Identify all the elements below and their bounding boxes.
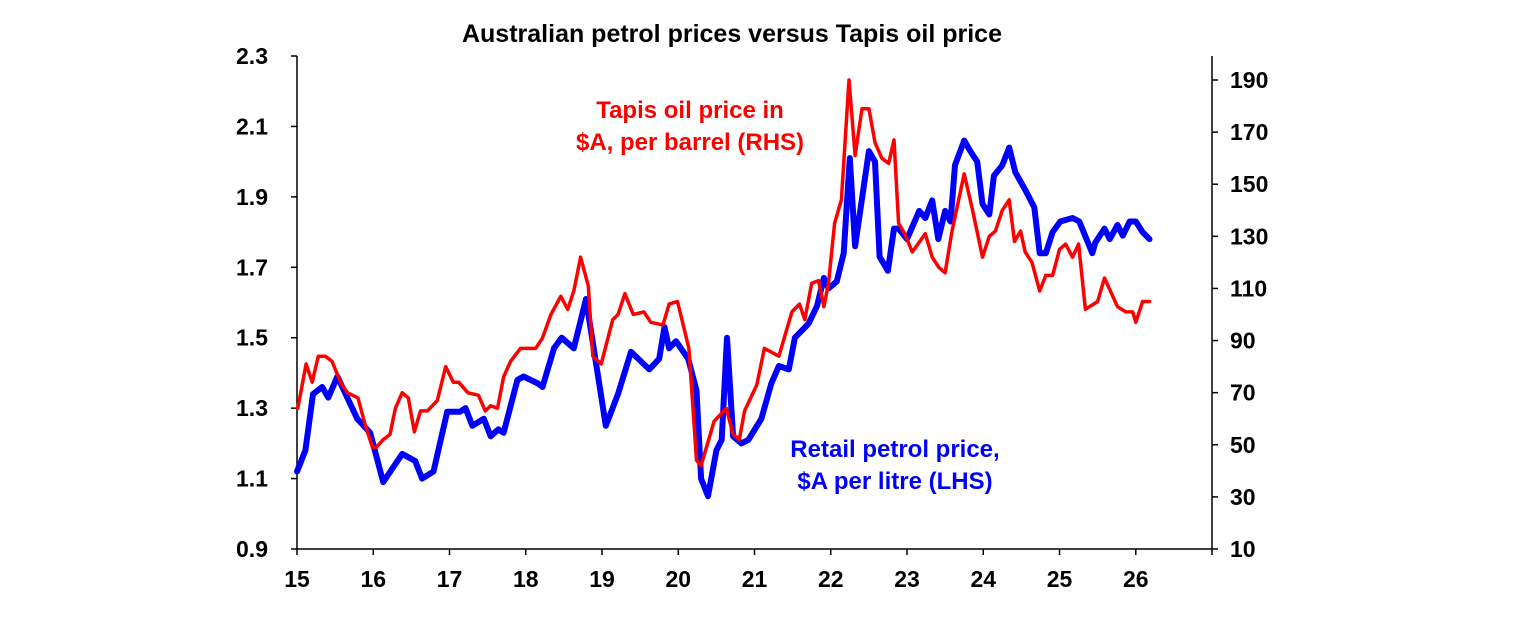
y-left-tick-label: 1.3: [236, 395, 268, 421]
x-tick-label: 22: [818, 566, 844, 592]
y-right-tick-label: 110: [1230, 275, 1267, 301]
series-label-retail-line2: $A per litre (LHS): [797, 468, 992, 495]
x-tick-label: 20: [665, 566, 691, 592]
y-left-tick-label: 1.5: [236, 325, 268, 351]
x-tick-label: 26: [1123, 566, 1149, 592]
y-left-tick-label: 1.9: [236, 184, 268, 210]
axes: 0.9 1.1 1.3 1.5 1.7 1.9 2.1 2.3 10 30 50 70 90 110 130…: [236, 43, 1268, 592]
y-right-tick-label: 70: [1230, 380, 1256, 406]
y-right-tick-label: 10: [1230, 536, 1256, 562]
x-tick-label: 19: [589, 566, 615, 592]
series-label-tapis-line1: Tapis oil price in: [596, 97, 784, 124]
series-lines: [294, 78, 1153, 500]
x-tick-label: 24: [970, 566, 996, 592]
x-tick-label: 25: [1047, 566, 1073, 592]
y-right-tick-label: 30: [1230, 484, 1256, 510]
x-tick-label: 16: [360, 566, 386, 592]
x-tick-label: 18: [513, 566, 539, 592]
y-left-tick-label: 2.1: [236, 113, 268, 139]
chart-title: Australian petrol prices versus Tapis oi…: [462, 20, 1002, 48]
x-tick-label: 17: [437, 566, 463, 592]
y-right-tick-label: 170: [1230, 119, 1268, 145]
x-tick-label: 23: [894, 566, 920, 592]
retail-petrol-price-line: [294, 137, 1153, 500]
y-left-tick-label: 1.7: [236, 254, 268, 280]
y-left-tick-label: 0.9: [236, 536, 268, 562]
x-tick-label: 15: [284, 566, 310, 592]
tapis-oil-price-line: [296, 78, 1152, 468]
series-label-tapis: Tapis oil price in $A, per barrel (RHS): [576, 97, 804, 156]
y-right-tick-label: 90: [1230, 328, 1256, 354]
series-label-tapis-line2: $A, per barrel (RHS): [576, 129, 804, 156]
y-right-tick-label: 150: [1230, 171, 1268, 197]
y-right-tick-label: 190: [1230, 67, 1268, 93]
y-right-tick-label: 50: [1230, 432, 1256, 458]
series-label-retail-line1: Retail petrol price,: [790, 436, 999, 463]
y-left-tick-label: 2.3: [236, 43, 268, 69]
y-left-tick-label: 1.1: [236, 466, 268, 492]
series-label-retail: Retail petrol price, $A per litre (LHS): [790, 436, 999, 495]
y-right-tick-label: 130: [1230, 223, 1268, 249]
x-tick-label: 21: [742, 566, 768, 592]
